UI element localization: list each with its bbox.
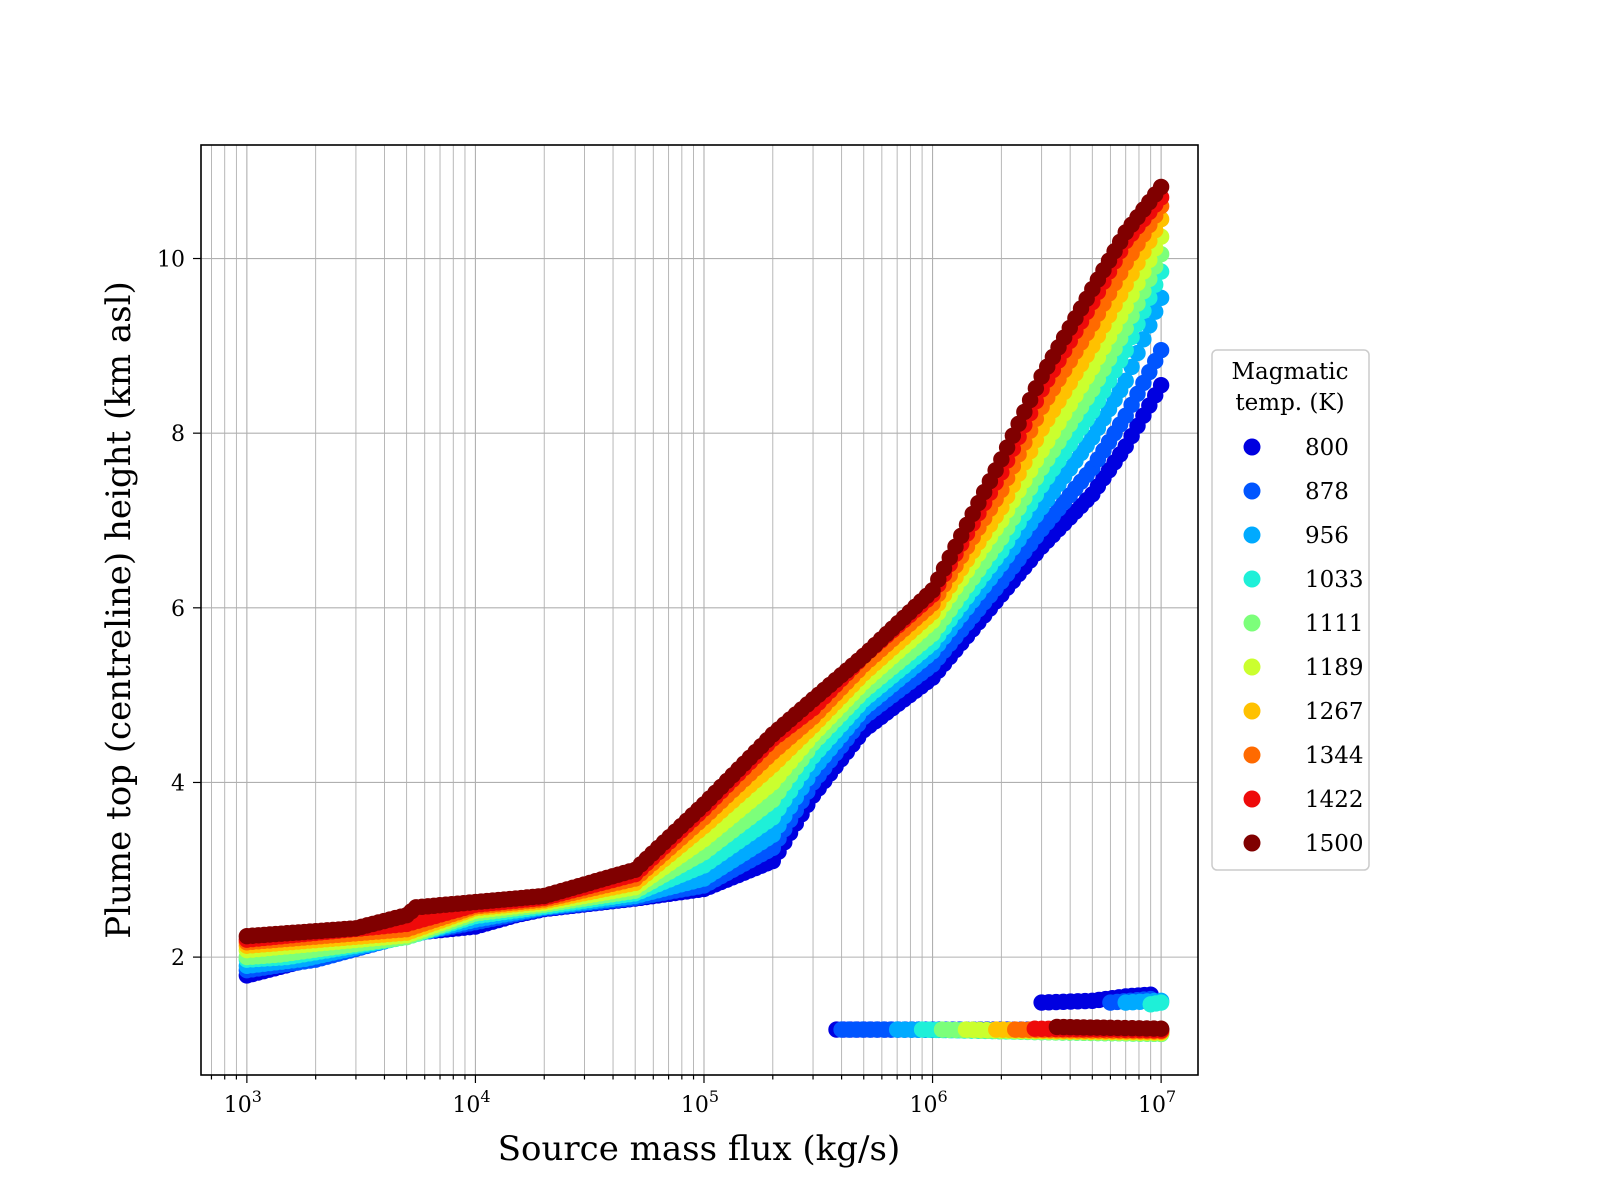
x-axis-title: Source mass flux (kg/s) [498, 1129, 900, 1169]
plot-area [238, 178, 1170, 1043]
legend-label: 1500 [1305, 831, 1364, 857]
legend-label: 1033 [1305, 567, 1364, 593]
x-tick-label: 103 [224, 1087, 262, 1118]
y-tick-label: 10 [157, 248, 185, 273]
legend-marker [1243, 658, 1261, 676]
data-point [1152, 178, 1170, 196]
data-point [1152, 376, 1170, 394]
legend-marker [1243, 702, 1261, 720]
legend-items: 800 878 956 1033 1111 1189 1267 1344 1422 1500 [1243, 435, 1364, 857]
plot-frame [200, 144, 1199, 1076]
x-axis: 103 104 105 106 107 [210, 1075, 1176, 1118]
data-point [1152, 994, 1170, 1011]
legend-label: 878 [1305, 479, 1349, 505]
legend-marker [1243, 746, 1261, 764]
legend: Magmatic temp. (K) 800 878 956 1033 1111 1189… [1211, 349, 1370, 871]
legend-marker [1243, 834, 1261, 852]
x-tick-label: 104 [452, 1087, 490, 1118]
data-point [1152, 342, 1170, 359]
legend-marker [1243, 790, 1261, 808]
y-tick-label: 6 [171, 597, 185, 622]
data-point [1117, 372, 1134, 389]
x-tick-label: 106 [909, 1087, 947, 1118]
legend-label: 1344 [1305, 743, 1364, 769]
legend-label: 956 [1305, 523, 1349, 549]
legend-marker [1243, 570, 1261, 588]
legend-marker [1243, 482, 1261, 500]
y-tick-label: 8 [171, 422, 185, 447]
x-tick-label: 105 [681, 1087, 719, 1118]
legend-marker [1243, 526, 1261, 544]
y-tick-label: 4 [171, 771, 185, 796]
grid [201, 145, 1198, 1075]
legend-label: 800 [1305, 435, 1349, 461]
legend-title-line-1: Magmatic [1232, 359, 1349, 385]
scatter-points [238, 178, 1170, 1043]
x-tick-label: 107 [1138, 1087, 1176, 1118]
legend-label: 1189 [1305, 655, 1364, 681]
y-axis-title: Plume top (centreline) height (km asl) [99, 281, 139, 939]
legend-title-line-2: temp. (K) [1235, 390, 1344, 416]
legend-box [1211, 349, 1370, 871]
legend-label: 1422 [1305, 787, 1364, 813]
legend-marker [1243, 438, 1261, 456]
y-tick-label: 2 [171, 946, 185, 971]
legend-marker [1243, 614, 1261, 632]
data-point [1152, 1020, 1170, 1037]
legend-label: 1111 [1305, 611, 1364, 637]
y-axis: 2 4 6 8 10 [157, 248, 201, 971]
data-point [1152, 289, 1170, 307]
data-point [1147, 303, 1164, 320]
legend-label: 1267 [1305, 699, 1364, 725]
